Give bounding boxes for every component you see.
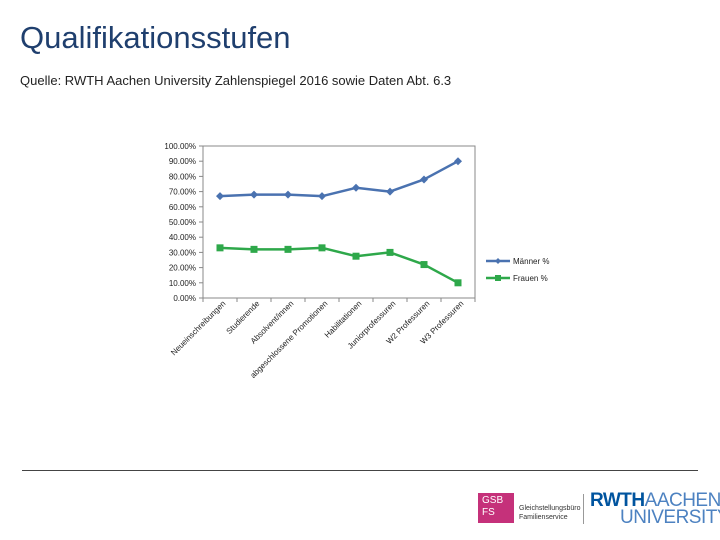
plot-area <box>202 145 476 299</box>
data-point-maenner <box>284 190 292 199</box>
series-line-frauen <box>219 246 459 284</box>
x-tick-label: Neueinschreibungen <box>169 299 227 357</box>
y-tick-label: 0.00% <box>173 294 196 303</box>
data-point-frauen <box>352 252 360 260</box>
data-point-maenner <box>216 192 224 201</box>
y-tick-label: 70.00% <box>169 188 196 197</box>
y-tick-label: 80.00% <box>169 172 196 181</box>
y-tick-label: 60.00% <box>169 203 196 212</box>
rwth-logo: RWTHAACHEN <box>590 490 720 512</box>
data-point-maenner <box>386 187 394 196</box>
data-point-frauen <box>216 244 224 252</box>
source-note: Quelle: RWTH Aachen University Zahlenspi… <box>20 73 452 88</box>
legend-marker-frauen <box>495 275 501 281</box>
data-point-maenner <box>420 175 428 184</box>
y-tick-label: 100.00% <box>164 142 196 151</box>
page-title: Qualifikationsstufen <box>20 20 291 55</box>
gsb-logo: GSB FS <box>478 493 514 523</box>
y-tick-label: 30.00% <box>169 248 196 257</box>
y-tick-label: 50.00% <box>169 218 196 227</box>
data-point-maenner <box>352 183 360 192</box>
x-tick-label: Studierende <box>225 299 262 336</box>
y-tick-label: 90.00% <box>169 157 196 166</box>
data-point-frauen <box>318 244 326 252</box>
legend-label-maenner: Männer % <box>513 257 549 266</box>
rwth-logo-university: UNIVERSITY <box>620 507 720 528</box>
y-tick-label: 10.00% <box>169 279 196 288</box>
series-line-maenner <box>219 160 459 198</box>
footer-divider <box>22 470 698 471</box>
y-tick-label: 20.00% <box>169 264 196 273</box>
logo-separator <box>583 494 584 524</box>
rwth-logo-brand: RWTH <box>590 490 645 511</box>
data-point-frauen <box>284 245 292 253</box>
data-point-frauen <box>386 248 394 256</box>
gsb-logo-text: Gleichstellungsbüro Familienservice <box>519 505 581 521</box>
data-point-frauen <box>454 279 462 287</box>
legend-label-frauen: Frauen % <box>513 274 548 283</box>
rwth-logo-aachen: AACHEN <box>644 490 720 511</box>
data-point-frauen <box>250 245 258 253</box>
data-point-maenner <box>454 157 462 166</box>
data-point-maenner <box>318 192 326 201</box>
data-point-maenner <box>250 190 258 199</box>
y-tick-label: 40.00% <box>169 233 196 242</box>
legend-marker-maenner <box>495 258 501 264</box>
data-point-frauen <box>420 261 428 269</box>
